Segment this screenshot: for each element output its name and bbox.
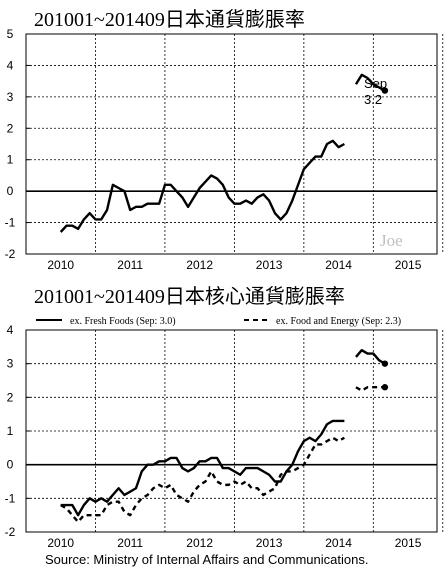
- chart-top-series: [59, 73, 389, 233]
- x-tick-label: 2012: [186, 536, 213, 550]
- x-tick-label: 2010: [47, 258, 74, 272]
- y-tick-label: 2: [7, 390, 14, 404]
- y-tick-label: -2: [5, 247, 16, 261]
- legend-label-ex-food-and-energy: ex. Food and Energy (Sep: 2.3): [276, 316, 401, 327]
- chart-top: 201001~201409日本通貨膨脹率 Joe -2 -1 0 1 2 3 4 5 2010…: [5, 8, 444, 272]
- legend-label-ex-fresh-foods: ex. Fresh Foods (Sep: 3.0): [70, 316, 176, 327]
- x-tick-label: 2011: [117, 258, 143, 272]
- chart-bottom-series: [60, 349, 389, 524]
- chart-top-y-ticks: -2 -1 0 1 2 3 4 5: [5, 27, 30, 261]
- series-0-segment-0-line: [59, 139, 345, 233]
- x-tick-label: 2014: [325, 536, 352, 550]
- x-tick-label: 2011: [117, 536, 143, 550]
- series-1-end-point: [381, 384, 389, 391]
- chart-bottom-plot-frame: [25, 329, 438, 533]
- source-note: Source: Ministry of Internal Affairs and…: [45, 552, 368, 567]
- y-tick-label: 5: [7, 27, 14, 41]
- chart-top-watermark: Joe: [380, 231, 403, 250]
- x-tick-label: 2015: [395, 258, 422, 272]
- series-0-segment-1-line: [354, 73, 386, 92]
- series-1-segment-1-line: [355, 386, 385, 392]
- chart-bottom: 201001~201409日本核心通貨膨脹率 ex. Fresh Foods (…: [5, 285, 444, 550]
- chart-top-plot-frame: [25, 33, 438, 255]
- chart-bottom-title: 201001~201409日本核心通貨膨脹率: [34, 285, 345, 308]
- x-tick-label: 2013: [256, 258, 283, 272]
- y-tick-label: -1: [5, 491, 16, 505]
- series-0-end-point: [381, 360, 389, 367]
- series-0-end-point: [381, 87, 389, 94]
- y-tick-label: 4: [7, 58, 14, 72]
- y-tick-label: 1: [7, 153, 14, 167]
- chart-top-annotation-value: 3.2: [364, 92, 382, 107]
- x-tick-label: 2014: [325, 258, 352, 272]
- chart-top-x-ticks: 2010 2011 2012 2013 2014 2015: [47, 258, 421, 272]
- x-tick-label: 2010: [47, 536, 74, 550]
- y-tick-label: 0: [7, 458, 14, 472]
- chart-bottom-x-ticks: 2010 2011 2012 2013 2014 2015: [47, 536, 421, 550]
- chart-top-title: 201001~201409日本通貨膨脹率: [34, 8, 305, 31]
- y-tick-label: 3: [7, 357, 14, 371]
- y-tick-label: -2: [5, 525, 16, 539]
- chart-bottom-grid: [26, 330, 444, 532]
- series-0-segment-0-line: [60, 419, 345, 517]
- x-tick-label: 2013: [256, 536, 283, 550]
- y-tick-label: 0: [7, 184, 14, 198]
- y-tick-label: 3: [7, 90, 14, 104]
- series-1-segment-0-line: [60, 436, 345, 524]
- legend-background: [28, 313, 433, 327]
- chart-top-grid: [26, 34, 444, 254]
- chart-bottom-legend: ex. Fresh Foods (Sep: 3.0) ex. Food and …: [28, 313, 433, 327]
- y-tick-label: 4: [7, 323, 14, 337]
- chart-top-annotation-label: Sep: [364, 76, 387, 91]
- x-tick-label: 2012: [186, 258, 213, 272]
- x-tick-label: 2015: [395, 536, 422, 550]
- y-tick-label: 2: [7, 121, 14, 135]
- series-0-segment-1-line: [355, 349, 386, 365]
- y-tick-label: -1: [5, 216, 16, 230]
- y-tick-label: 1: [7, 424, 14, 438]
- chart-bottom-y-ticks: -2 -1 0 1 2 3 4: [5, 323, 30, 539]
